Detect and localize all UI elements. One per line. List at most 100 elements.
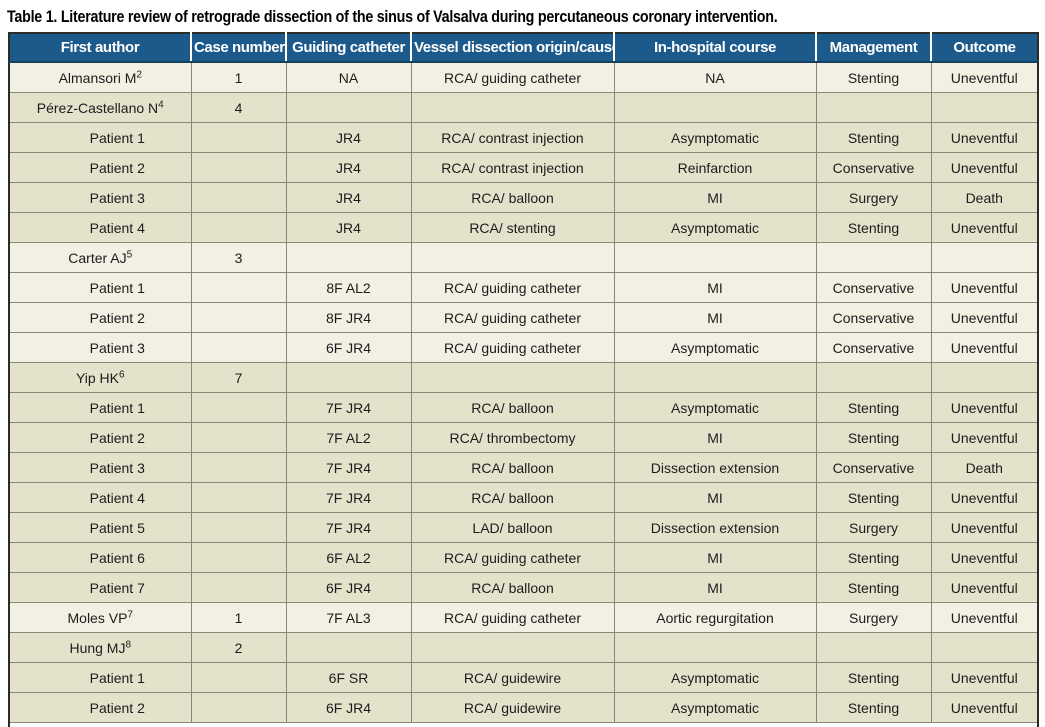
author-reference-superscript: 6 bbox=[119, 368, 125, 380]
cell-vessel-dissection: RCA/ balloon bbox=[410, 572, 615, 603]
cell-first-author: Patient 1 bbox=[8, 272, 192, 303]
cell-outcome: Uneventful bbox=[930, 302, 1039, 333]
cell-management: Stenting bbox=[815, 482, 932, 513]
table-title-text: Table 1. Literature review of retrograde… bbox=[7, 7, 778, 26]
cell-case-number: 1 bbox=[190, 61, 287, 93]
author-name: Patient 1 bbox=[89, 669, 145, 686]
cell-management: Conservative bbox=[815, 452, 932, 483]
table-row: Patient 1 8F AL2 RCA/ guiding catheter M… bbox=[8, 272, 1039, 303]
author-name: Patient 2 bbox=[89, 159, 145, 176]
cell-guiding-catheter bbox=[285, 362, 412, 393]
cell-vessel-dissection: RCA/ guiding catheter bbox=[410, 61, 615, 93]
table-title: Table 1. Literature review of retrograde… bbox=[0, 0, 1045, 32]
cell-vessel-dissection: RCA/ balloon bbox=[410, 392, 615, 423]
cell-management bbox=[815, 92, 932, 123]
cell-vessel-dissection bbox=[410, 242, 615, 273]
cell-in-hospital-course bbox=[613, 92, 817, 123]
cell-in-hospital-course bbox=[613, 632, 817, 663]
cell-guiding-catheter: 8F JR4 bbox=[285, 302, 412, 333]
cell-management: Surgery bbox=[815, 602, 932, 633]
cell-in-hospital-course: Dissection extension bbox=[613, 512, 817, 543]
column-header-outcome: Outcome bbox=[930, 32, 1038, 63]
cell-management: Surgery bbox=[815, 182, 932, 213]
cell-first-author: Patient 2 bbox=[8, 152, 192, 183]
cell-in-hospital-course: Dissection extension bbox=[613, 452, 817, 483]
cell-in-hospital-course: MI bbox=[613, 182, 817, 213]
column-header-vessel-dissection: Vessel dissection origin/cause bbox=[410, 32, 614, 63]
cell-outcome: Uneventful bbox=[930, 572, 1039, 603]
cell-first-author: Patient 1 bbox=[8, 662, 192, 693]
table-row: Patient 2 JR4 RCA/ contrast injection Re… bbox=[8, 152, 1039, 183]
cell-vessel-dissection: RCA/ guiding catheter bbox=[410, 542, 615, 573]
cell-guiding-catheter: 7F JR4 bbox=[285, 482, 412, 513]
cell-in-hospital-course: MI bbox=[613, 542, 817, 573]
cell-first-author: Patient 2 bbox=[8, 692, 192, 723]
cell-management: Surgery bbox=[815, 512, 932, 543]
cell-outcome bbox=[930, 362, 1039, 393]
cell-first-author: Yip HK6 bbox=[8, 362, 192, 393]
cell-guiding-catheter: 8F AL2 bbox=[285, 272, 412, 303]
cell-vessel-dissection: RCA/ guiding catheter bbox=[410, 272, 615, 303]
cell-guiding-catheter: JR4 bbox=[285, 152, 412, 183]
table-row: Patient 2 8F JR4 RCA/ guiding catheter M… bbox=[8, 302, 1039, 333]
cell-outcome: Uneventful bbox=[930, 122, 1039, 153]
cell-guiding-catheter bbox=[285, 242, 412, 273]
cell-case-number bbox=[190, 152, 287, 183]
table-row: Patient 2 7F AL2 RCA/ thrombectomy MI St… bbox=[8, 422, 1039, 453]
cell-in-hospital-course: MI bbox=[613, 572, 817, 603]
cell-in-hospital-course: MI bbox=[613, 272, 817, 303]
column-header-first-author: First author bbox=[9, 32, 191, 63]
table-header: First author Case number Guiding cathete… bbox=[9, 32, 1038, 63]
cell-first-author: Patient 3 bbox=[8, 182, 192, 213]
cell-management: Stenting bbox=[815, 392, 932, 423]
cell-in-hospital-course: Asymptomatic bbox=[613, 332, 817, 363]
author-name: Yip HK bbox=[75, 369, 119, 386]
cell-outcome: Uneventful bbox=[930, 392, 1039, 423]
author-name: Almansori M bbox=[58, 69, 137, 86]
cell-case-number: 1 bbox=[190, 602, 287, 633]
cell-guiding-catheter: JR4 bbox=[285, 212, 412, 243]
author-name: Patient 3 bbox=[89, 339, 145, 356]
cell-outcome bbox=[930, 242, 1039, 273]
table-row: Patient 4 7F JR4 RCA/ balloon MI Stentin… bbox=[8, 482, 1039, 513]
author-name: Hung MJ bbox=[69, 639, 126, 656]
cell-first-author: Patient 7 bbox=[8, 572, 192, 603]
cell-outcome: Uneventful bbox=[930, 152, 1039, 183]
cell-first-author: Patient 1 bbox=[8, 122, 192, 153]
cell-case-number bbox=[190, 272, 287, 303]
cell-first-author: Moles VP7 bbox=[8, 602, 192, 633]
column-header-case-number: Case number bbox=[190, 32, 286, 63]
cell-in-hospital-course: MI bbox=[613, 302, 817, 333]
author-name: Patient 3 bbox=[89, 189, 145, 206]
cell-in-hospital-course: Asymptomatic bbox=[613, 122, 817, 153]
cell-in-hospital-course bbox=[613, 362, 817, 393]
cell-case-number bbox=[190, 692, 287, 723]
author-name: Patient 4 bbox=[89, 489, 145, 506]
author-name: Patient 2 bbox=[89, 309, 145, 326]
author-name: Patient 3 bbox=[89, 459, 145, 476]
cell-first-author: Patient 1 bbox=[8, 392, 192, 423]
cell-outcome: Death bbox=[930, 182, 1039, 213]
cell-case-number bbox=[190, 182, 287, 213]
cell-first-author: Carter AJ5 bbox=[8, 242, 192, 273]
cell-case-number bbox=[190, 212, 287, 243]
cell-in-hospital-course bbox=[613, 242, 817, 273]
cell-vessel-dissection: RCA/ guidewire bbox=[410, 662, 615, 693]
author-name: Patient 6 bbox=[89, 549, 145, 566]
cell-case-number: 2 bbox=[190, 632, 287, 663]
cell-first-author: Patient 2 bbox=[8, 302, 192, 333]
cell-management: Stenting bbox=[815, 422, 932, 453]
cell-vessel-dissection: RCA/ guiding catheter bbox=[410, 602, 615, 633]
cell-vessel-dissection bbox=[410, 92, 615, 123]
author-name: Patient 4 bbox=[89, 219, 145, 236]
table-row: Patient 3 7F JR4 RCA/ balloon Dissection… bbox=[8, 452, 1039, 483]
cell-outcome: Uneventful bbox=[930, 662, 1039, 693]
cell-in-hospital-course: NA bbox=[613, 61, 817, 93]
footnote-row: MI: myocardial infarction; NA: not avail… bbox=[8, 722, 1039, 727]
cell-first-author: Hung MJ8 bbox=[8, 632, 192, 663]
cell-vessel-dissection: LAD/ balloon bbox=[410, 512, 615, 543]
cell-vessel-dissection: RCA/ stenting bbox=[410, 212, 615, 243]
cell-management bbox=[815, 632, 932, 663]
cell-first-author: Patient 4 bbox=[8, 482, 192, 513]
author-name: Patient 2 bbox=[89, 699, 145, 716]
